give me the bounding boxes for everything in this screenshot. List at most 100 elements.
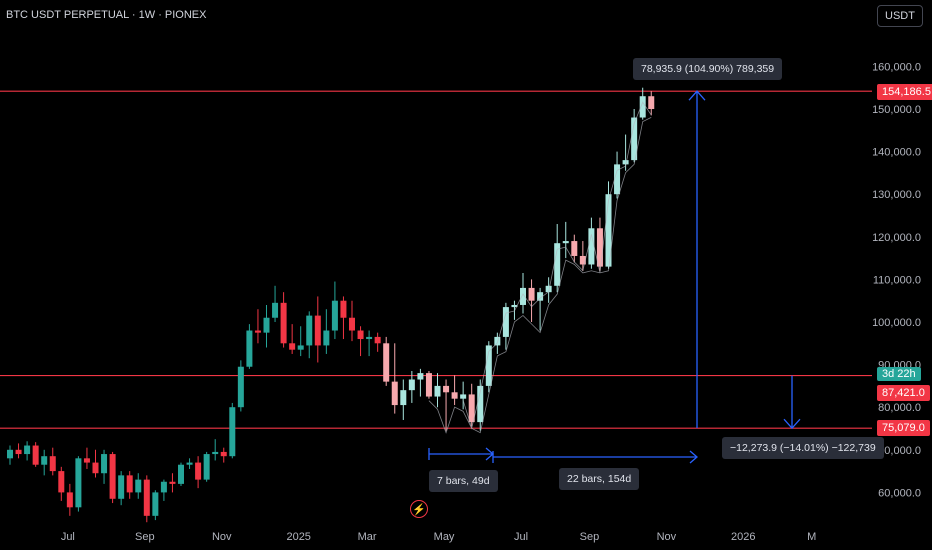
candle-body (314, 315, 321, 346)
candle-body (579, 255, 586, 265)
candle-body (588, 228, 595, 265)
candle-body (528, 287, 535, 301)
candle-body (126, 475, 133, 493)
range-label-short: 7 bars, 49d (429, 470, 498, 492)
candle-body (289, 343, 296, 350)
candle-body (143, 479, 150, 516)
candle-body (562, 241, 569, 244)
lightning-icon[interactable]: ⚡ (410, 500, 428, 518)
candle-body (280, 302, 287, 344)
range-label-long: 22 bars, 154d (559, 468, 640, 490)
candle-body (118, 475, 125, 499)
candle-body (220, 451, 227, 457)
candle-body (451, 392, 458, 399)
candle-body (520, 287, 526, 305)
y-tick-label: 150,000.0 (872, 104, 921, 116)
x-tick-label: May (434, 531, 455, 543)
candle-body (596, 228, 603, 267)
x-tick-label: M (807, 531, 816, 543)
candle-body (229, 407, 236, 457)
candle-body (374, 336, 381, 344)
candle-body (297, 345, 304, 350)
x-tick-label: 2025 (286, 531, 310, 543)
candle-body (614, 164, 621, 195)
y-tick-label: 80,000.0 (878, 402, 921, 414)
candle-body (554, 243, 561, 286)
candle-body (66, 492, 73, 508)
candle-body (263, 317, 270, 333)
level-tag-bottom: 75,079.0 (877, 420, 930, 436)
candle-body (545, 285, 552, 293)
candle-body (212, 451, 219, 455)
candle-body (15, 449, 22, 455)
candle-body (32, 445, 39, 465)
x-tick-label: Nov (212, 531, 232, 543)
range-arrowhead-long (689, 450, 698, 464)
candle-body (639, 96, 646, 118)
candle-body (460, 394, 467, 399)
candle-body (631, 117, 638, 161)
current-price-tag: 87,421.0 (877, 385, 930, 401)
currency-button[interactable]: USDT (877, 5, 923, 27)
candle-body (443, 385, 450, 393)
candle-body (83, 458, 90, 463)
y-tick-label: 120,000.0 (872, 232, 921, 244)
candle-body (237, 366, 244, 408)
candle-body (340, 300, 347, 318)
candle-body (41, 456, 48, 465)
candle-body (434, 385, 441, 397)
candle-body (24, 445, 31, 455)
measure-arrowhead-up (688, 90, 706, 101)
x-tick-label: 2026 (731, 531, 755, 543)
candle-body (494, 336, 501, 346)
candle-body (58, 471, 65, 493)
y-tick-label: 110,000.0 (873, 274, 921, 286)
candle-body (648, 96, 655, 109)
measure-arrowhead-down (783, 418, 801, 430)
candle-body (366, 336, 373, 340)
y-tick-label: 140,000.0 (872, 147, 921, 159)
candle-body (391, 381, 398, 406)
candle-body (7, 449, 13, 459)
candle-body (331, 300, 338, 331)
x-tick-label: Sep (135, 531, 155, 543)
candle-body (571, 241, 578, 256)
candle-body (468, 394, 475, 423)
y-tick-label: 60,000.0 (878, 487, 921, 499)
trend-line (462, 101, 652, 430)
y-tick-label: 160,000.0 (872, 61, 921, 73)
candle-body (92, 462, 99, 474)
candle-body (101, 454, 108, 474)
y-tick-label: 100,000.0 (872, 317, 921, 329)
candle-body (306, 315, 313, 346)
candle-body (349, 317, 355, 331)
y-tick-label: 130,000.0 (872, 189, 921, 201)
candle-body (408, 379, 415, 391)
candle-body (272, 302, 279, 318)
trend-line (428, 117, 652, 434)
candle-body (203, 454, 210, 480)
candle-body (383, 343, 390, 382)
candle-body (477, 385, 484, 423)
candle-body (135, 479, 142, 493)
x-tick-label: Nov (657, 531, 677, 543)
candle-body (195, 462, 202, 480)
candle-body (323, 330, 330, 346)
measure-label-down: −12,273.9 (−14.01%) −122,739 (722, 437, 884, 459)
x-tick-label: Jul (61, 531, 75, 543)
candle-body (357, 330, 364, 340)
candle-body (169, 481, 176, 484)
y-tick-label: 70,000.0 (878, 445, 921, 457)
candle-body (246, 330, 253, 367)
countdown-tag: 3d 22h (877, 367, 921, 381)
x-tick-label: Sep (580, 531, 600, 543)
candle-body (425, 373, 432, 397)
x-tick-label: Mar (358, 531, 377, 543)
candle-body (109, 454, 116, 499)
candle-body (49, 456, 56, 472)
candle-body (511, 304, 518, 308)
candle-body (622, 160, 629, 165)
candle-body (417, 373, 424, 380)
candle-body (75, 458, 82, 508)
